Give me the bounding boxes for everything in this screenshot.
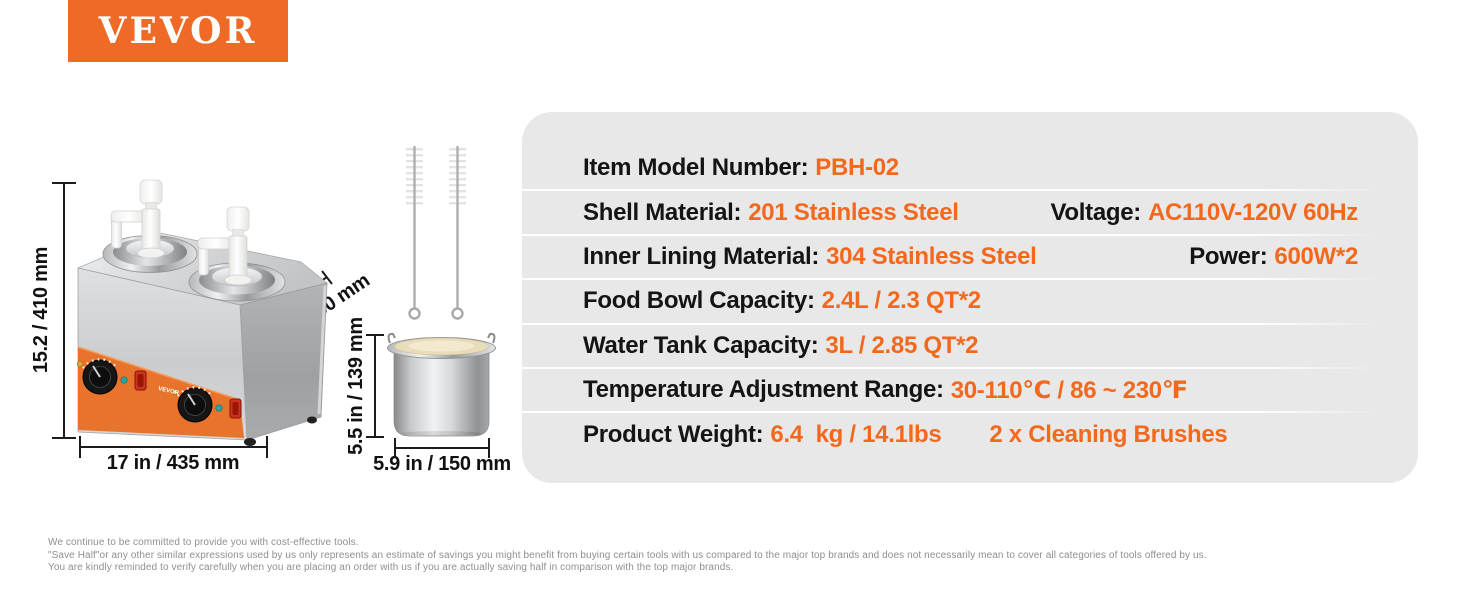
vevor-logo-text: VEVOR	[98, 10, 258, 52]
pot-hook	[487, 332, 496, 344]
dimension-height: 15.2 / 410 mm	[30, 182, 76, 439]
spec-label: Water Tank Capacity:	[583, 331, 819, 359]
spec-label: Power:	[1189, 242, 1268, 270]
pump-cap	[139, 179, 163, 205]
dimension-width-label: 17 in / 435 mm	[107, 452, 240, 474]
brush-loop	[408, 307, 421, 320]
indicator-light-green	[120, 376, 128, 384]
pump-body	[141, 208, 161, 254]
spec-value: 3L / 2.85 QT*2	[825, 331, 979, 359]
dimension-pot-height-label: 5.5 in / 139 mm	[345, 317, 367, 455]
machine-foot	[244, 438, 256, 446]
spec-row-temperature-range: Temperature Adjustment Range: 30-110℃ / 8…	[522, 366, 1382, 412]
disclaimer-line: "Save Half"or any other similar expressi…	[48, 549, 1207, 561]
disclaimer-line: You are kindly reminded to verify carefu…	[48, 562, 734, 573]
spec-row-food-bowl-capacity: Food Bowl Capacity: 2.4L / 2.3 QT*2	[522, 278, 1382, 323]
spec-label: Inner Lining Material:	[583, 242, 820, 270]
spec-value: 304 Stainless Steel	[826, 242, 1037, 270]
disclaimer: We continue to be committed to provide y…	[48, 537, 1207, 575]
spec-label: Item Model Number:	[583, 154, 809, 182]
sauce-pot	[387, 332, 496, 437]
knob-scale-ticks	[82, 358, 118, 369]
spec-value: PBH-02	[815, 154, 899, 182]
spec-value: 6.4 kg / 14.1lbs	[770, 420, 942, 448]
machine-logo-text: VEVOR	[158, 386, 180, 397]
spec-value: 30-110℃ / 86 ~ 230℉	[950, 376, 1188, 404]
product-illustration: 15.2 / 410 mm 17 in / 435 mm 10.5 in / 3…	[30, 130, 511, 475]
dimension-height-label: 15.2 / 410 mm	[30, 247, 52, 373]
dimension-pot-width: 5.9 in / 150 mm	[373, 438, 511, 475]
spec-label: Food Bowl Capacity:	[583, 287, 815, 315]
pot-hook	[387, 332, 396, 344]
spec-row-water-tank-capacity: Water Tank Capacity: 3L / 2.85 QT*2	[522, 322, 1382, 368]
spec-row-inner-lining-power: Inner Lining Material: 304 Stainless Stee…	[522, 233, 1382, 279]
spec-label: Shell Material:	[583, 198, 742, 226]
spec-label: Product Weight:	[583, 420, 764, 448]
spec-row-model-number: Item Model Number: PBH-02	[583, 146, 1358, 190]
disclaimer-line: We continue to be committed to provide y…	[48, 537, 359, 548]
spec-panel: Item Model Number: PBH-02 Shell Material:…	[522, 112, 1418, 483]
pot-body	[393, 349, 490, 437]
machine-foot	[307, 416, 317, 424]
cleaning-brush	[406, 146, 423, 320]
pump-dispenser	[110, 179, 165, 259]
spec-row-product-weight: Product Weight: 6.4 kg / 14.1lbs 2 x Clea…	[522, 411, 1382, 456]
spec-label: Voltage:	[1050, 198, 1141, 226]
spec-value: AC110V-120V 60Hz	[1147, 198, 1358, 226]
spec-label: Temperature Adjustment Range:	[583, 376, 944, 404]
vevor-logo: VEVOR	[68, 0, 288, 62]
dimension-width: 17 in / 435 mm	[79, 436, 268, 474]
spec-row-shell-material-voltage: Shell Material: 201 Stainless Steel Volta…	[522, 189, 1382, 234]
spec-extra: 2 x Cleaning Brushes	[989, 420, 1228, 448]
dimension-pot-height: 5.5 in / 139 mm	[345, 317, 384, 455]
sauce-warmer-machine: VEVOR	[76, 179, 328, 446]
spec-value: 201 Stainless Steel	[748, 198, 959, 226]
spec-value: 600W*2	[1274, 242, 1358, 270]
dimension-pot-width-label: 5.9 in / 150 mm	[373, 453, 511, 475]
indicator-light-amber	[76, 360, 84, 368]
cleaning-brushes	[406, 146, 463, 320]
control-set	[76, 358, 147, 395]
spec-value: 2.4L / 2.3 QT*2	[821, 287, 981, 315]
